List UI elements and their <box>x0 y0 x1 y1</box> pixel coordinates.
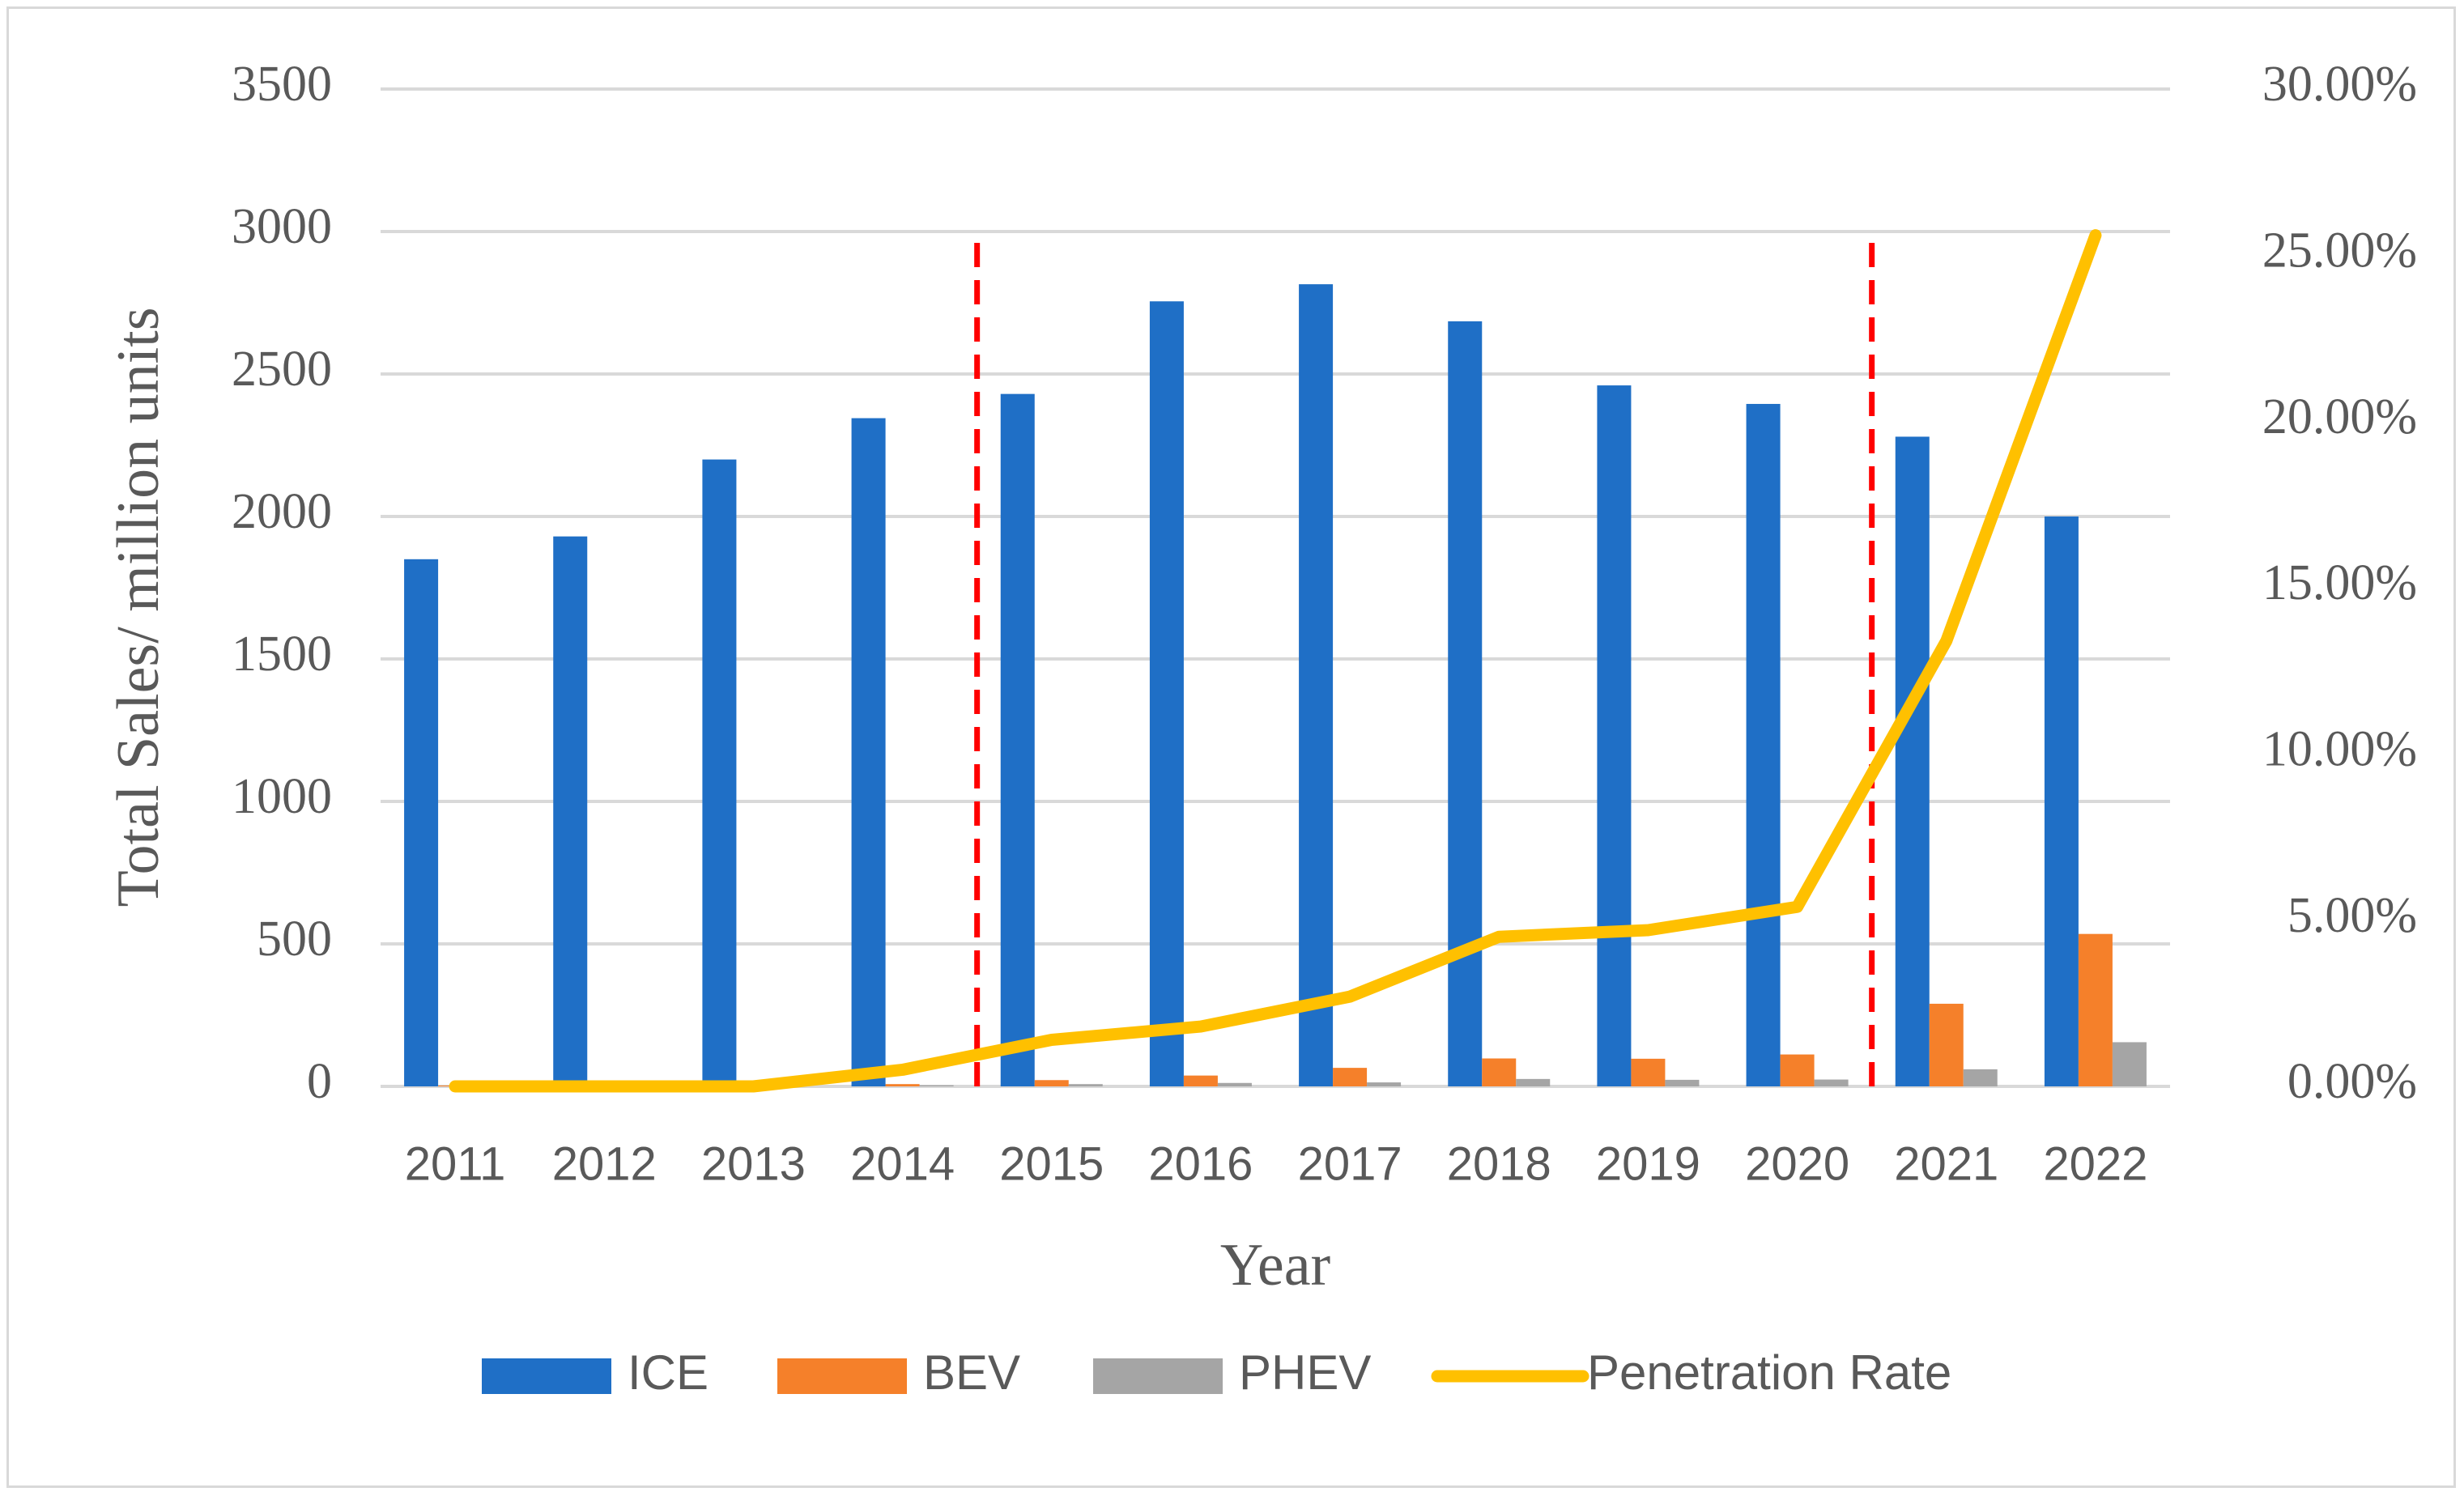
x-tick-label: 2018 <box>1447 1137 1551 1190</box>
bar-ice-2016 <box>1149 301 1184 1086</box>
legend-label-ice: ICE <box>628 1345 709 1400</box>
bar-ice-2018 <box>1448 321 1483 1086</box>
bar-ice-2012 <box>553 536 588 1086</box>
x-axis-title: Year <box>1220 1232 1330 1298</box>
bar-phev-2019 <box>1665 1079 1700 1086</box>
y2-tick-label: 0.00% <box>2287 1054 2417 1109</box>
penetration-rate-line <box>449 229 2102 1093</box>
x-tick-label: 2011 <box>405 1137 506 1190</box>
legend-label-penetration-rate: Penetration Rate <box>1587 1345 1951 1400</box>
legend-swatch-bev <box>777 1358 907 1394</box>
legend-swatch-phev <box>1093 1358 1223 1394</box>
x-tick-label: 2022 <box>2043 1137 2147 1190</box>
bar-bev-2017 <box>1333 1068 1368 1086</box>
x-tick-label: 2021 <box>1894 1137 1998 1190</box>
legend-label-bev: BEV <box>923 1345 1020 1400</box>
bar-phev-2021 <box>1963 1069 1998 1086</box>
x-tick-label: 2012 <box>552 1137 657 1190</box>
bar-bev-2020 <box>1780 1054 1815 1086</box>
x-tick-label: 2016 <box>1148 1137 1253 1190</box>
x-tick-label: 2013 <box>701 1137 806 1190</box>
y2-tick-label: 5.00% <box>2287 888 2417 943</box>
bar-phev-2017 <box>1367 1082 1402 1086</box>
bar-ice-2022 <box>2044 516 2079 1086</box>
y-tick-label: 3000 <box>232 199 332 254</box>
y-tick-label: 2500 <box>232 342 332 397</box>
bar-ice-2014 <box>851 418 886 1086</box>
y-tick-label: 2000 <box>232 484 332 539</box>
bar-ice-2017 <box>1299 284 1334 1086</box>
bars <box>404 284 2147 1087</box>
right-axis-ticks: 0.00% 5.00% 10.00% 15.00% 20.00% 25.00% 30.00% <box>2262 57 2417 1109</box>
y2-tick-label: 15.00% <box>2262 555 2417 610</box>
bar-bev-2021 <box>1929 1003 1964 1086</box>
bar-bev-2015 <box>1034 1080 1069 1086</box>
bar-bev-2019 <box>1631 1058 1666 1086</box>
y2-tick-label: 25.00% <box>2262 223 2417 278</box>
bar-phev-2018 <box>1516 1078 1551 1086</box>
y-tick-label: 1500 <box>232 627 332 682</box>
x-tick-label: 2017 <box>1298 1137 1402 1190</box>
bar-phev-2020 <box>1814 1079 1849 1086</box>
legend-swatch-ice <box>482 1358 611 1394</box>
bar-bev-2014 <box>885 1084 920 1086</box>
bar-bev-2016 <box>1183 1075 1218 1086</box>
bar-ice-2013 <box>702 459 737 1086</box>
bar-ice-2021 <box>1895 436 1930 1086</box>
y-tick-label: 3500 <box>232 57 332 112</box>
y-tick-label: 500 <box>257 912 332 967</box>
y2-tick-label: 10.00% <box>2262 722 2417 777</box>
annotations <box>974 232 1875 1086</box>
legend-label-phev: PHEV <box>1239 1345 1371 1400</box>
bar-phev-2016 <box>1217 1082 1252 1086</box>
left-axis-ticks: 0 500 1000 1500 2000 2500 3000 3500 <box>232 57 332 1109</box>
y2-tick-label: 20.00% <box>2262 389 2417 444</box>
bar-ice-2011 <box>404 559 439 1086</box>
x-tick-label: 2019 <box>1596 1137 1700 1190</box>
bar-ice-2019 <box>1597 385 1632 1087</box>
x-tick-label: 2015 <box>999 1137 1104 1190</box>
x-tick-label: 2020 <box>1745 1137 1849 1190</box>
x-axis-ticks: 2011 2012 2013 2014 2015 2016 2017 2018 2019 2020… <box>405 1137 2148 1190</box>
bar-ice-2020 <box>1746 403 1781 1087</box>
legend: ICE BEV PHEV Penetration Rate <box>482 1345 1951 1400</box>
x-tick-label: 2014 <box>850 1137 955 1190</box>
y2-tick-label: 30.00% <box>2262 57 2417 112</box>
bar-ice-2015 <box>1000 393 1035 1086</box>
y-tick-label: 0 <box>307 1054 332 1109</box>
y-tick-label: 1000 <box>232 769 332 824</box>
y-axis-title: Total Sales/ million units <box>105 308 172 907</box>
bar-bev-2018 <box>1482 1058 1517 1086</box>
bar-phev-2015 <box>1068 1084 1103 1086</box>
bar-bev-2022 <box>2078 933 2113 1086</box>
bar-phev-2022 <box>2112 1042 2147 1086</box>
penetration-rate-polyline <box>449 229 2102 1093</box>
